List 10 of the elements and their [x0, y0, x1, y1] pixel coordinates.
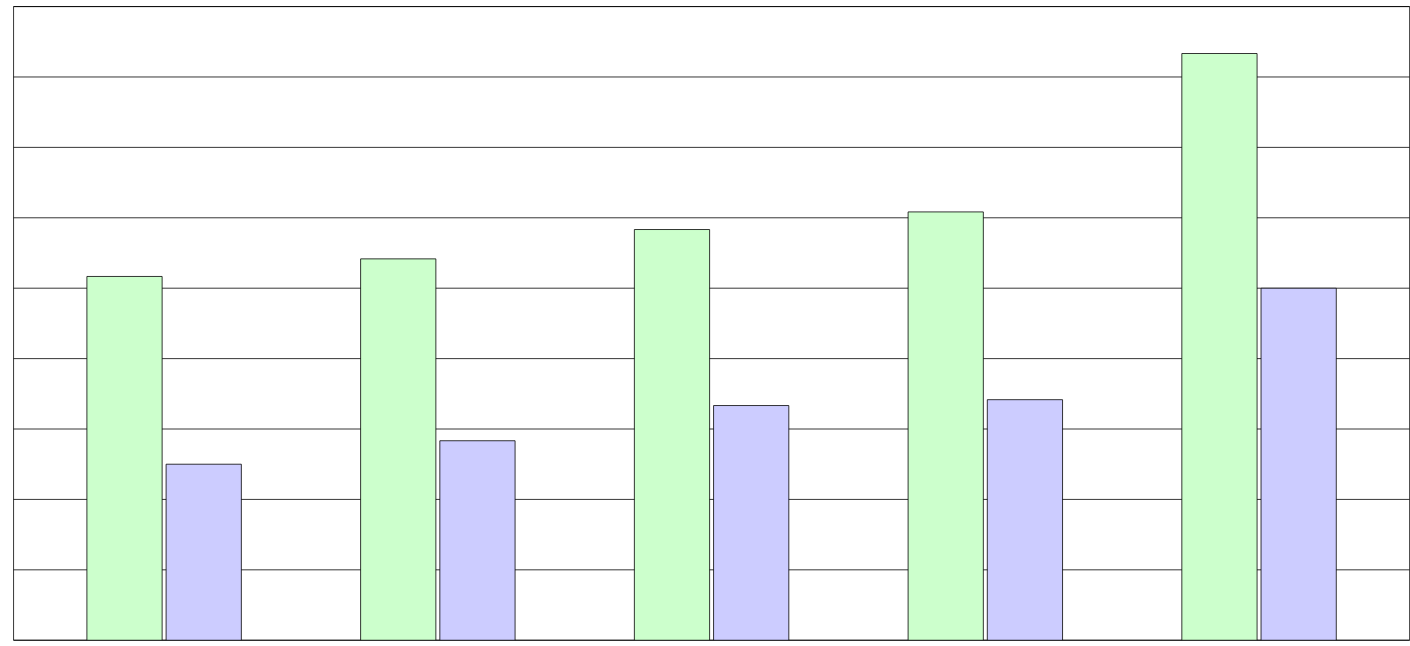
- bar: [1181, 52, 1258, 640]
- bar: [633, 228, 711, 640]
- bar: [86, 275, 163, 640]
- bar: [713, 404, 790, 640]
- bar: [439, 439, 516, 640]
- bar: [165, 463, 242, 640]
- bar: [360, 258, 437, 640]
- bar: [907, 211, 984, 640]
- bar: [1260, 287, 1337, 640]
- bar: [986, 398, 1063, 640]
